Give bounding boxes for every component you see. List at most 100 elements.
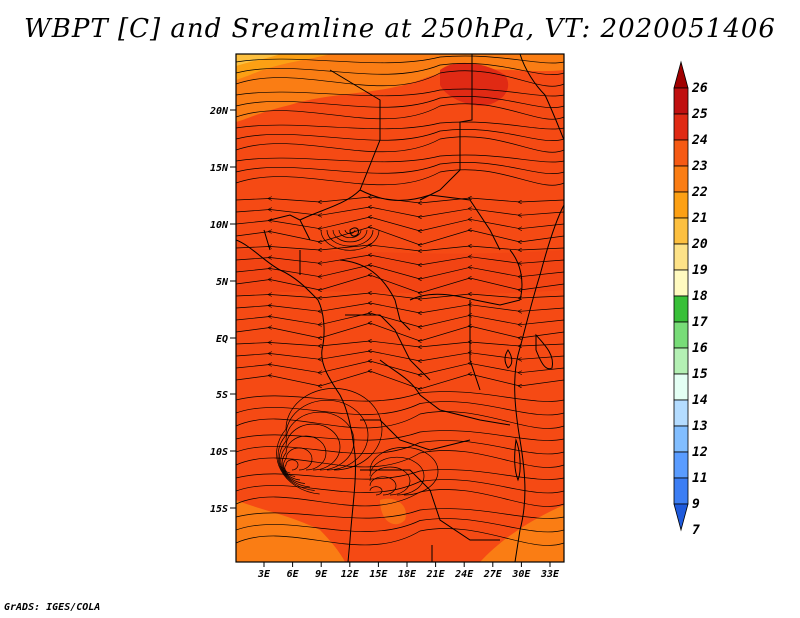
colorbar-label: 18 xyxy=(692,289,708,304)
streamline xyxy=(236,293,564,299)
lon-label: 21E xyxy=(426,569,446,580)
streamline xyxy=(236,121,564,130)
colorbar-label: 19 xyxy=(692,263,708,278)
colorbar-label: 7 xyxy=(692,523,700,538)
streamline xyxy=(279,411,355,488)
colorbar-label: 25 xyxy=(691,107,708,122)
streamline xyxy=(280,423,341,484)
colorbar-label: 24 xyxy=(691,133,708,148)
lat-label: 5N xyxy=(216,277,229,288)
coastlines-borders xyxy=(236,54,564,562)
colorbar-label: 23 xyxy=(691,159,708,174)
streamline xyxy=(369,466,411,496)
grads-credit: GrADS: IGES/COLA xyxy=(4,602,101,613)
streamline xyxy=(236,528,564,546)
streamline xyxy=(236,430,564,441)
lon-label: 15E xyxy=(369,569,388,580)
colorbar-label: 16 xyxy=(692,341,708,356)
streamline xyxy=(236,371,564,389)
streamline xyxy=(320,229,380,251)
lon-label: 9E xyxy=(315,569,328,580)
lon-label: 24E xyxy=(454,569,474,580)
streamline xyxy=(338,229,362,238)
colorbar-label: 26 xyxy=(691,81,708,96)
colorbar-segment xyxy=(673,321,689,349)
colorbar-segment xyxy=(673,451,689,479)
colorbar-segment xyxy=(673,87,689,115)
streamline xyxy=(369,456,425,496)
streamline xyxy=(276,388,383,495)
streamline xyxy=(236,255,564,265)
streamline xyxy=(236,303,564,313)
streamline xyxy=(236,227,564,245)
colorbar-segment xyxy=(673,269,689,297)
streamlines xyxy=(236,55,564,546)
streamline xyxy=(236,275,564,293)
lon-label: 6E xyxy=(287,569,300,580)
streamline xyxy=(236,391,564,402)
colorbar-label: 15 xyxy=(692,367,708,382)
colorbar-label: 11 xyxy=(692,471,708,486)
lat-label: 15S xyxy=(210,504,228,515)
colorbar-segment xyxy=(673,217,689,245)
colorbar-top-arrow xyxy=(673,60,689,89)
streamline xyxy=(236,136,564,153)
colorbar-segment xyxy=(673,477,689,505)
colorbar-label: 13 xyxy=(692,419,708,434)
streamline xyxy=(236,103,564,120)
streamline xyxy=(236,162,564,174)
lat-label: 15N xyxy=(210,163,229,174)
colorbar-segment xyxy=(673,347,689,375)
lat-label: 10S xyxy=(210,447,228,458)
colorbar-segment xyxy=(673,373,689,401)
streamline xyxy=(236,508,564,519)
streamline xyxy=(332,229,368,243)
streamline xyxy=(277,399,369,491)
colorbar-label: 14 xyxy=(692,393,708,408)
lon-label: 27E xyxy=(483,569,503,580)
streamline xyxy=(236,401,564,416)
lon-label: 12E xyxy=(341,569,360,580)
colorbar-label: 12 xyxy=(692,445,708,460)
colorbar-label: 20 xyxy=(691,237,708,252)
chart-title: WBPT [C] and Sreamline at 250hPa, VT: 20… xyxy=(24,14,776,44)
lon-label: 30E xyxy=(511,569,531,580)
streamline xyxy=(369,447,439,496)
lat-label: 20N xyxy=(209,106,229,117)
colorbar-segment xyxy=(673,113,689,141)
streamline xyxy=(283,447,313,477)
lon-label: 18E xyxy=(398,569,417,580)
streamline xyxy=(326,229,374,247)
lat-label: 5S xyxy=(216,390,228,401)
colorbar-segment xyxy=(673,425,689,453)
colorbar-label: 22 xyxy=(691,185,708,200)
streamline xyxy=(236,169,564,186)
lat-label: EQ xyxy=(216,334,228,345)
streamline xyxy=(236,96,564,108)
colorbar-label: 21 xyxy=(691,211,708,226)
colorbar-segment xyxy=(673,139,689,167)
streamline xyxy=(236,70,564,87)
streamline xyxy=(236,245,564,251)
streamline xyxy=(236,518,564,533)
map-frame xyxy=(235,53,565,563)
streamline xyxy=(236,207,564,217)
streamline xyxy=(236,154,564,163)
streamline xyxy=(236,411,564,429)
lat-label: 10N xyxy=(210,220,229,231)
streamline xyxy=(236,129,564,141)
streamline xyxy=(369,486,383,496)
streamline xyxy=(236,63,564,75)
colorbar-bottom-arrow xyxy=(673,503,689,532)
longitude-axis: 3E 6E 9E 12E 15E 18E 21E 24E 27E 30E 33E xyxy=(257,562,560,580)
lon-label: 33E xyxy=(540,569,560,580)
streamline xyxy=(236,55,564,64)
lon-label: 3E xyxy=(257,569,271,580)
streamline xyxy=(236,323,564,341)
streamline xyxy=(236,341,564,347)
streamline xyxy=(236,88,564,97)
streamline xyxy=(369,476,397,496)
colorbar-label: 9 xyxy=(692,497,700,512)
streamline xyxy=(284,459,299,474)
